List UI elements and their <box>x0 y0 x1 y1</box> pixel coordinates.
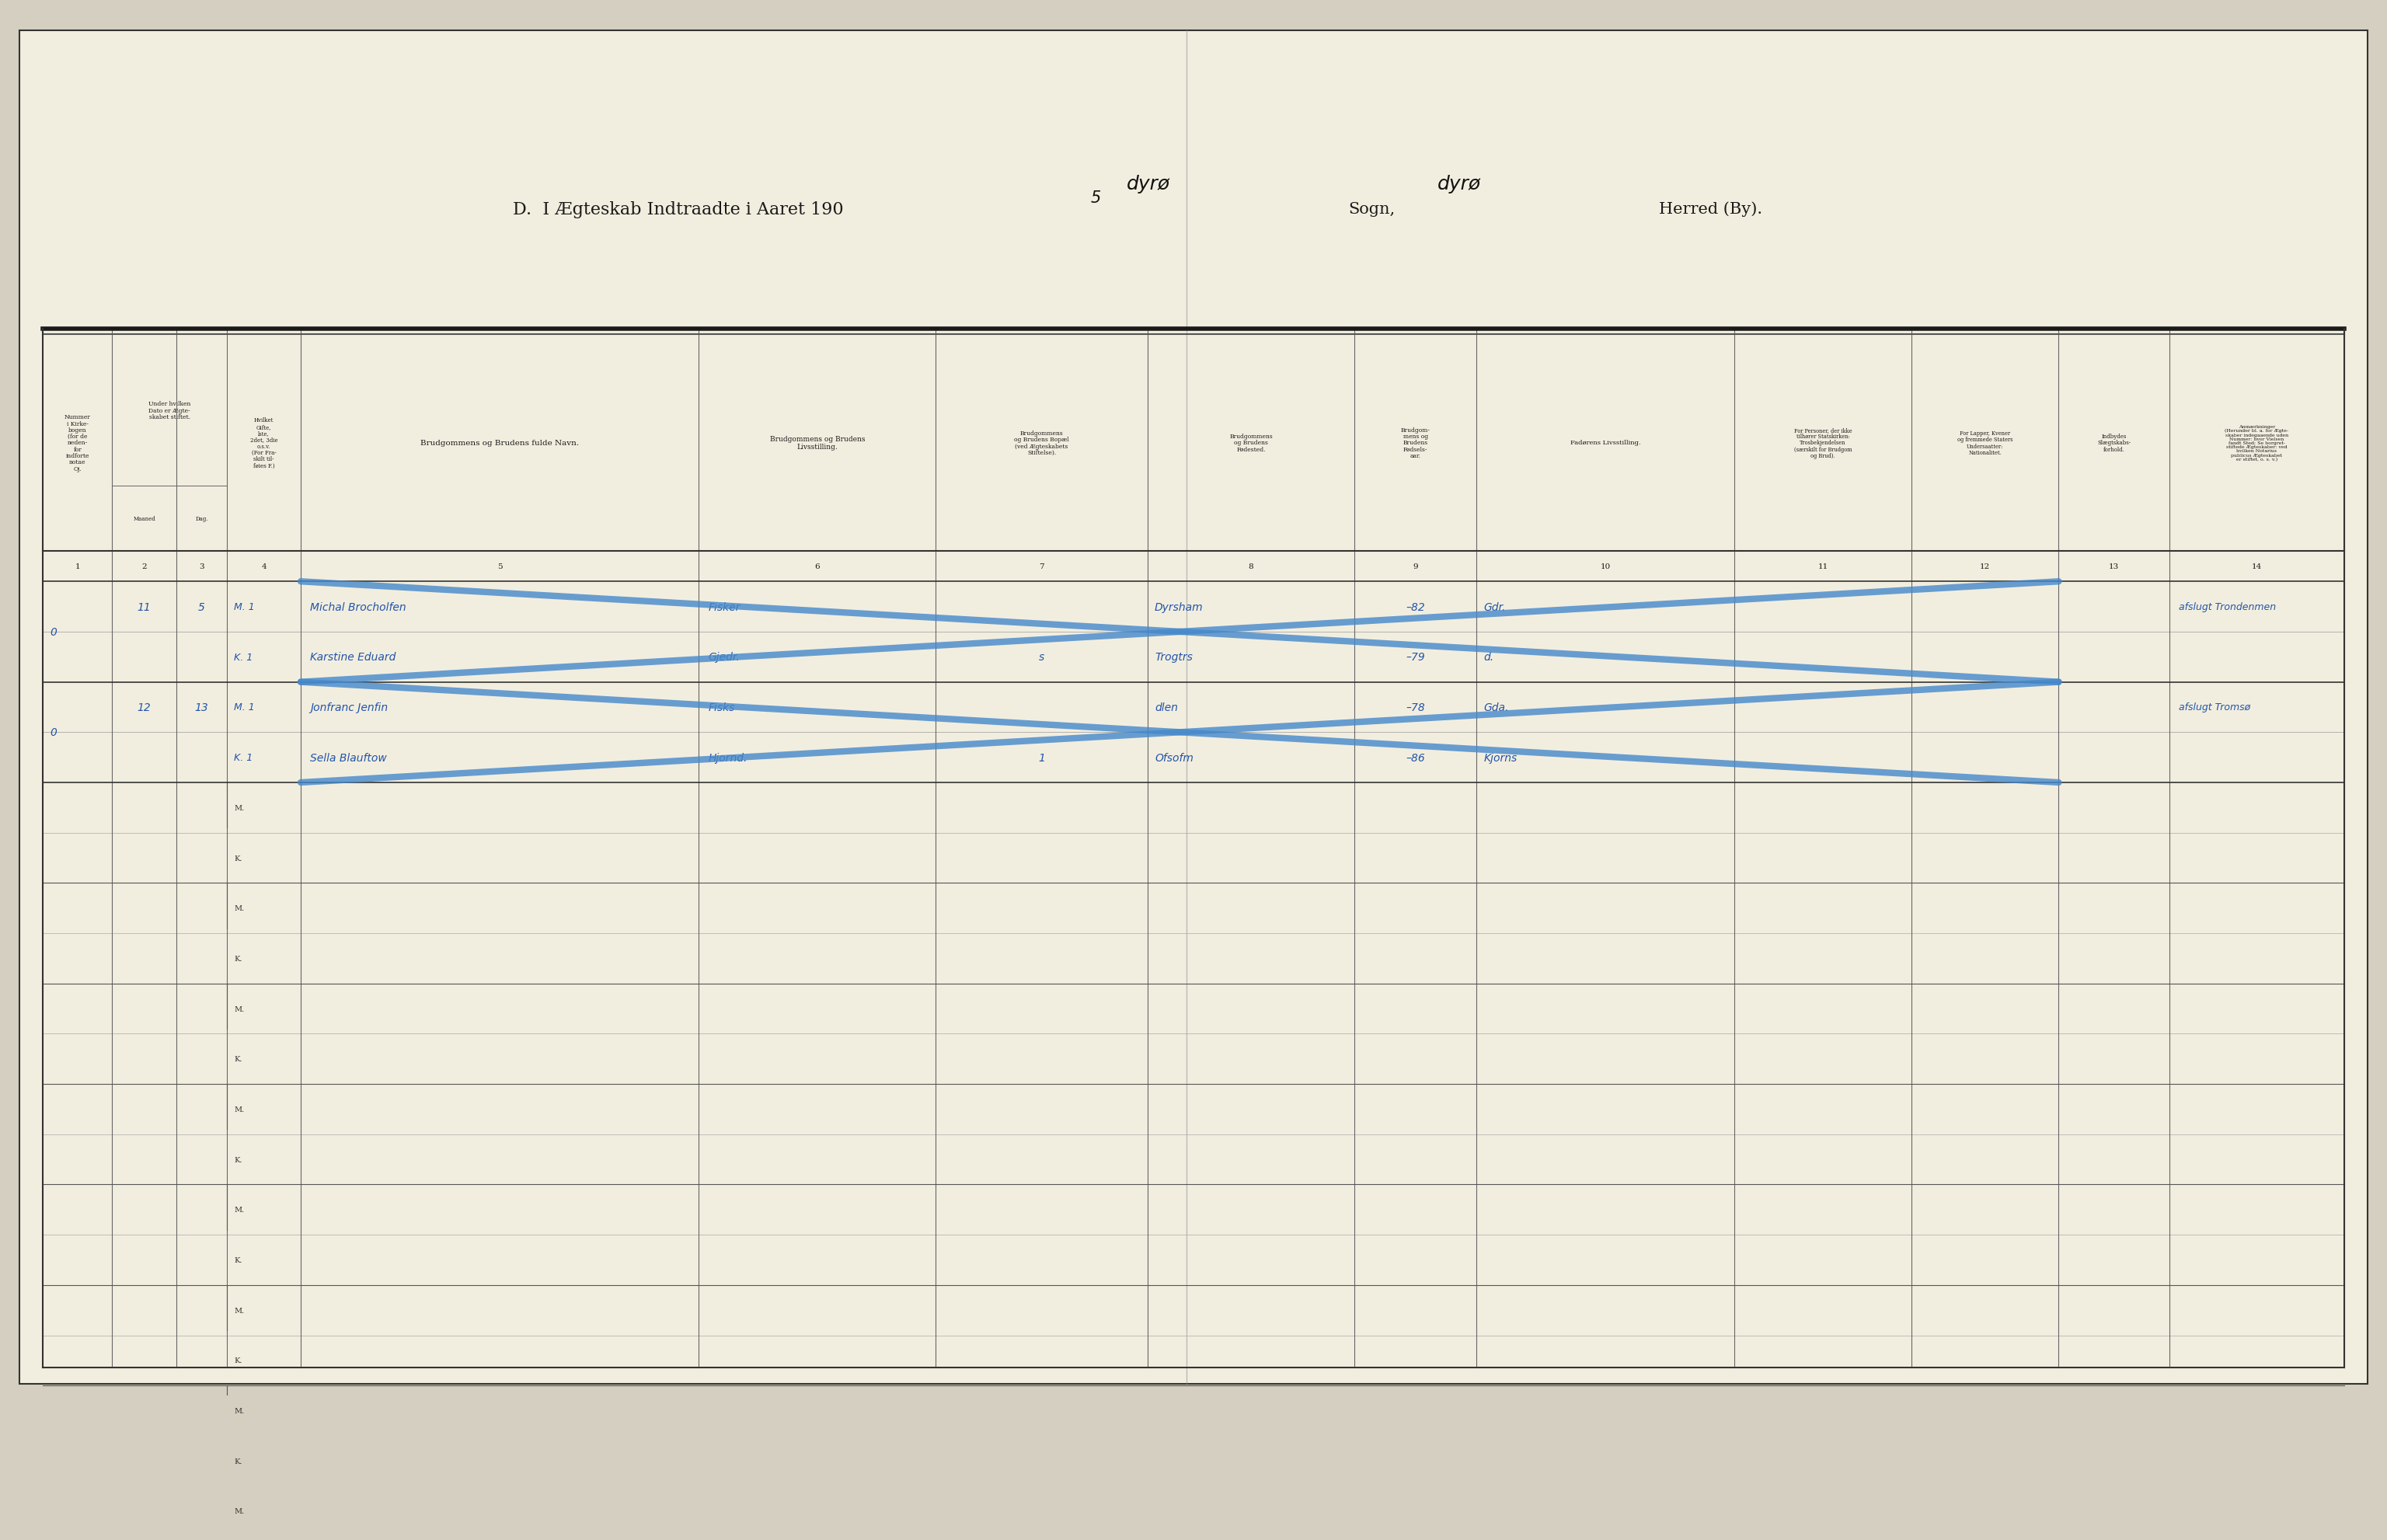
Text: Indbydes
Slægtskabs-
forhold.: Indbydes Slægtskabs- forhold. <box>2098 433 2132 453</box>
Text: Fisker: Fisker <box>709 602 740 613</box>
Text: Dyrsham: Dyrsham <box>1155 602 1203 613</box>
Text: Michal Brocholfen: Michal Brocholfen <box>310 602 406 613</box>
Text: Brudgommens
og Brudens
Fødested.: Brudgommens og Brudens Fødested. <box>1229 433 1272 453</box>
Text: –79: –79 <box>1406 651 1425 662</box>
Text: K.: K. <box>234 1357 243 1364</box>
Text: s: s <box>1038 651 1046 662</box>
Text: M.: M. <box>234 1106 243 1113</box>
Text: 5: 5 <box>496 564 501 570</box>
Text: K. 1: K. 1 <box>234 651 253 662</box>
Text: Brudgommens og Brudens
Livsstilling.: Brudgommens og Brudens Livsstilling. <box>769 436 864 450</box>
Text: 13: 13 <box>196 702 208 713</box>
Text: Kjorns: Kjorns <box>1485 752 1518 764</box>
Text: 6: 6 <box>814 564 819 570</box>
Text: dyrø: dyrø <box>1437 176 1480 194</box>
Text: 9: 9 <box>1413 564 1418 570</box>
Text: Sella Blauftow: Sella Blauftow <box>310 752 387 764</box>
Text: d.: d. <box>1485 651 1494 662</box>
Text: afslugt Tromsø: afslugt Tromsø <box>2179 702 2251 713</box>
Text: K.: K. <box>234 855 243 862</box>
Text: M. 1: M. 1 <box>234 702 255 713</box>
Text: Fisks: Fisks <box>709 702 735 713</box>
Text: Karstine Eduard: Karstine Eduard <box>310 651 396 662</box>
Text: K.: K. <box>234 1157 243 1163</box>
Text: 1: 1 <box>1038 752 1046 764</box>
Text: –78: –78 <box>1406 702 1425 713</box>
Text: 8: 8 <box>1248 564 1253 570</box>
Text: Gda.: Gda. <box>1485 702 1509 713</box>
Text: M.: M. <box>234 1307 243 1314</box>
Text: Brudgommens
og Brudens Bopæl
(ved Ægteskabets
Stiftelse).: Brudgommens og Brudens Bopæl (ved Ægtesk… <box>1014 430 1069 456</box>
Text: afslugt Trondenmen: afslugt Trondenmen <box>2179 602 2275 611</box>
Text: D.  I Ægteskab Indtraadte i Aaret 190: D. I Ægteskab Indtraadte i Aaret 190 <box>513 200 845 217</box>
Text: Anmærkninger
(Herunder bl. a. for Ægte-
skaber indegaaende uden
Nummer: hvor Vie: Anmærkninger (Herunder bl. a. for Ægte- … <box>2225 425 2289 462</box>
Text: Hjornd.: Hjornd. <box>709 752 747 764</box>
Text: K.: K. <box>234 1055 243 1063</box>
Text: 5: 5 <box>1091 191 1100 206</box>
Text: Brudgom-
mens og
Brudens
Fødsels-
aar.: Brudgom- mens og Brudens Fødsels- aar. <box>1401 427 1430 459</box>
Text: 11: 11 <box>1817 564 1828 570</box>
Text: K.: K. <box>234 1257 243 1263</box>
Text: 0: 0 <box>50 727 57 738</box>
Text: Nummer
i Kirke-
bogen
(for de
neden-
for
indforte
notae
Oj.: Nummer i Kirke- bogen (for de neden- for… <box>64 414 91 471</box>
Text: 11: 11 <box>138 602 150 613</box>
Text: Herred (By).: Herred (By). <box>1659 202 1762 217</box>
Text: Dag.: Dag. <box>196 516 208 522</box>
Text: 13: 13 <box>2108 564 2120 570</box>
Text: M.: M. <box>234 1408 243 1414</box>
Text: Ofsofm: Ofsofm <box>1155 752 1194 764</box>
Text: M.: M. <box>234 1508 243 1515</box>
Text: For Personer, der ikke
tilhører Statskirken:
Trosbekjendelsen
(særskilt for Brud: For Personer, der ikke tilhører Statskir… <box>1795 427 1852 459</box>
Text: 1: 1 <box>74 564 81 570</box>
Text: –86: –86 <box>1406 752 1425 764</box>
Text: 12: 12 <box>138 702 150 713</box>
Text: Brudgommens og Brudens fulde Navn.: Brudgommens og Brudens fulde Navn. <box>420 439 580 447</box>
Text: Maaned: Maaned <box>134 516 155 522</box>
Text: M.: M. <box>234 1006 243 1012</box>
Text: 7: 7 <box>1038 564 1043 570</box>
Text: 2: 2 <box>141 564 146 570</box>
Text: Trogtrs: Trogtrs <box>1155 651 1194 662</box>
Text: Gjedr.: Gjedr. <box>709 651 740 662</box>
Text: Hvilket
Gifte,
lste,
2det, 3die
o.s.v.
(For Fra-
skilt til-
føies F.): Hvilket Gifte, lste, 2det, 3die o.s.v. (… <box>251 417 277 468</box>
Text: 0: 0 <box>50 627 57 638</box>
Text: dyrø: dyrø <box>1127 176 1170 194</box>
Text: 12: 12 <box>1979 564 1991 570</box>
Text: M.: M. <box>234 906 243 912</box>
Text: dlen: dlen <box>1155 702 1177 713</box>
Text: Fadørens Livsstilling.: Fadørens Livsstilling. <box>1571 440 1640 447</box>
Text: Sogn,: Sogn, <box>1349 202 1396 217</box>
Text: Jonfranc Jenfin: Jonfranc Jenfin <box>310 702 389 713</box>
Text: 5: 5 <box>198 602 205 613</box>
Text: M. 1: M. 1 <box>234 602 255 611</box>
Text: K.: K. <box>234 1457 243 1465</box>
Text: 3: 3 <box>198 564 205 570</box>
Text: Gdr.: Gdr. <box>1485 602 1506 613</box>
Text: 10: 10 <box>1599 564 1611 570</box>
Text: M.: M. <box>234 1206 243 1214</box>
Text: K.: K. <box>234 955 243 962</box>
Text: –82: –82 <box>1406 602 1425 613</box>
Text: K. 1: K. 1 <box>234 753 253 762</box>
Text: M.: M. <box>234 804 243 812</box>
Text: 14: 14 <box>2251 564 2263 570</box>
Text: For Lapper, Kvener
og fremmede Staters
Undersaatter:
Nationalitet.: For Lapper, Kvener og fremmede Staters U… <box>1957 430 2012 456</box>
Text: Under hvilken
Dato er Ægte-
skabet stiftet.: Under hvilken Dato er Ægte- skabet stift… <box>148 400 191 420</box>
Text: 4: 4 <box>260 564 267 570</box>
